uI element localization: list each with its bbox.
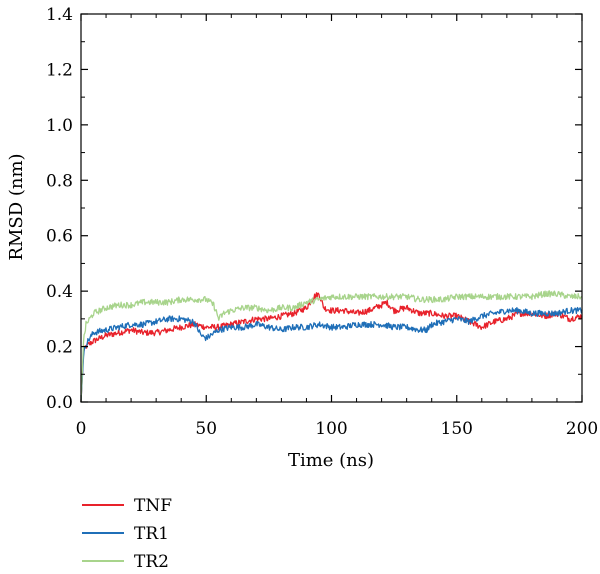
series-line-tnf bbox=[80, 292, 583, 403]
y-tick-label: 0.0 bbox=[46, 393, 73, 413]
series-line-tr1 bbox=[80, 306, 583, 403]
y-tick-label: 1.2 bbox=[46, 60, 73, 80]
x-tick-label: 0 bbox=[76, 419, 87, 439]
y-tick-label: 0.8 bbox=[46, 171, 73, 191]
legend-label-tr1: TR1 bbox=[134, 524, 169, 544]
y-tick-label: 0.4 bbox=[46, 282, 73, 302]
y-tick-label: 0.2 bbox=[46, 338, 73, 358]
y-tick-label: 0.6 bbox=[46, 227, 73, 247]
legend: TNF TR1 TR2 bbox=[82, 496, 172, 572]
y-tick-label: 1.4 bbox=[46, 5, 73, 25]
x-tick-label: 100 bbox=[315, 419, 347, 439]
x-tick-label: 50 bbox=[195, 419, 217, 439]
x-tick-label: 150 bbox=[441, 419, 473, 439]
x-axis-title: Time (ns) bbox=[288, 450, 374, 471]
axes-layer: 0.0 0.2 0.4 0.6 0.8 1.0 1.2 1.4 0 50 100 150 200 bbox=[46, 5, 598, 439]
legend-label-tr2: TR2 bbox=[134, 552, 169, 572]
series-line-tr2 bbox=[80, 290, 583, 403]
series-layer bbox=[80, 290, 583, 403]
legend-label-tnf: TNF bbox=[134, 496, 172, 516]
y-tick-label: 1.0 bbox=[46, 116, 73, 136]
plot-frame bbox=[80, 13, 583, 403]
x-tick-label: 200 bbox=[566, 419, 598, 439]
y-axis-title: RMSD (nm) bbox=[6, 153, 27, 260]
